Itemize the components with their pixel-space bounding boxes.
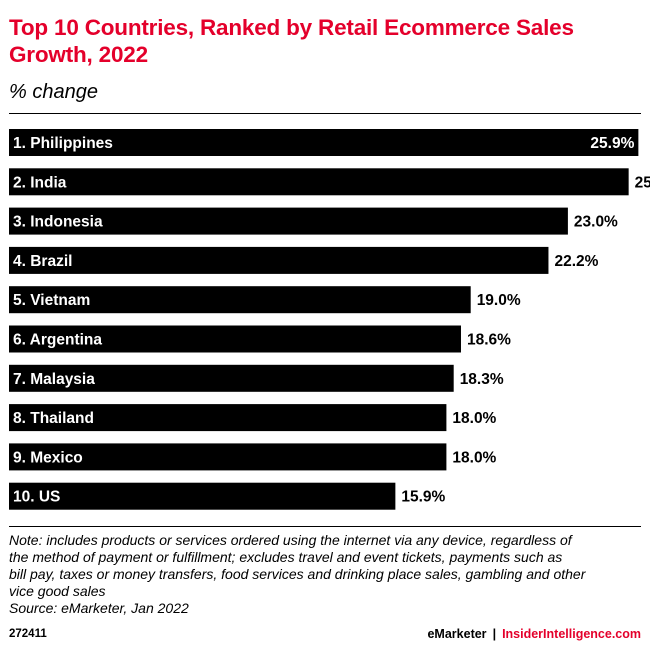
- bar: [9, 482, 396, 510]
- chart-subtitle: % change: [9, 81, 98, 103]
- category-label: 7. Malaysia: [13, 371, 95, 388]
- bar: [9, 364, 454, 392]
- brand-separator: |: [492, 627, 497, 641]
- bar: [9, 246, 549, 274]
- category-label: 10. US: [13, 489, 60, 506]
- value-label: 18.0%: [452, 410, 496, 427]
- value-label: 19.0%: [477, 292, 521, 309]
- category-label: 6. Argentina: [13, 332, 102, 349]
- note-line: the method of payment or fulfillment; ex…: [9, 549, 563, 565]
- category-label: 1. Philippines: [13, 135, 113, 152]
- brand-name: eMarketer: [427, 627, 487, 641]
- category-label: 4. Brazil: [13, 253, 72, 270]
- bar: [9, 207, 568, 235]
- note-line: Note: includes products or services orde…: [9, 532, 572, 548]
- value-label: 18.3%: [460, 371, 504, 388]
- value-label: 23.0%: [574, 214, 618, 231]
- header-divider: [9, 113, 641, 114]
- bar: [9, 325, 461, 353]
- footer-divider: [9, 526, 641, 527]
- chart-id: 272411: [9, 628, 47, 640]
- note-line: bill pay, taxes or money transfers, food…: [9, 566, 586, 582]
- source-line: Source: eMarketer, Jan 2022: [9, 600, 189, 616]
- category-label: 9. Mexico: [13, 449, 83, 466]
- value-label: 18.0%: [452, 449, 496, 466]
- brand-site-link[interactable]: InsiderIntelligence.com: [502, 627, 641, 641]
- bar: [9, 129, 639, 156]
- category-label: 2. India: [13, 174, 67, 191]
- bar: [9, 404, 447, 432]
- value-label: 15.9%: [401, 489, 445, 506]
- value-label: 18.6%: [467, 332, 511, 349]
- category-label: 3. Indonesia: [13, 214, 103, 231]
- note-line: vice good sales: [9, 583, 106, 599]
- bar: [9, 168, 629, 196]
- value-label: 22.2%: [554, 253, 598, 270]
- bar-chart: 1. Philippines 25.9% 2. India 25.5% 3. Indon…: [9, 129, 650, 510]
- value-label: 25.5%: [635, 174, 650, 191]
- brand-footer: eMarketer | InsiderIntelligence.com: [427, 627, 641, 641]
- category-label: 5. Vietnam: [13, 292, 90, 309]
- chart-note: Note: includes products or services orde…: [9, 532, 639, 617]
- value-label: 25.9%: [590, 135, 634, 152]
- bar: [9, 286, 471, 314]
- category-label: 8. Thailand: [13, 410, 94, 427]
- bar: [9, 443, 447, 471]
- chart-title: Top 10 Countries, Ranked by Retail Ecomm…: [9, 15, 574, 67]
